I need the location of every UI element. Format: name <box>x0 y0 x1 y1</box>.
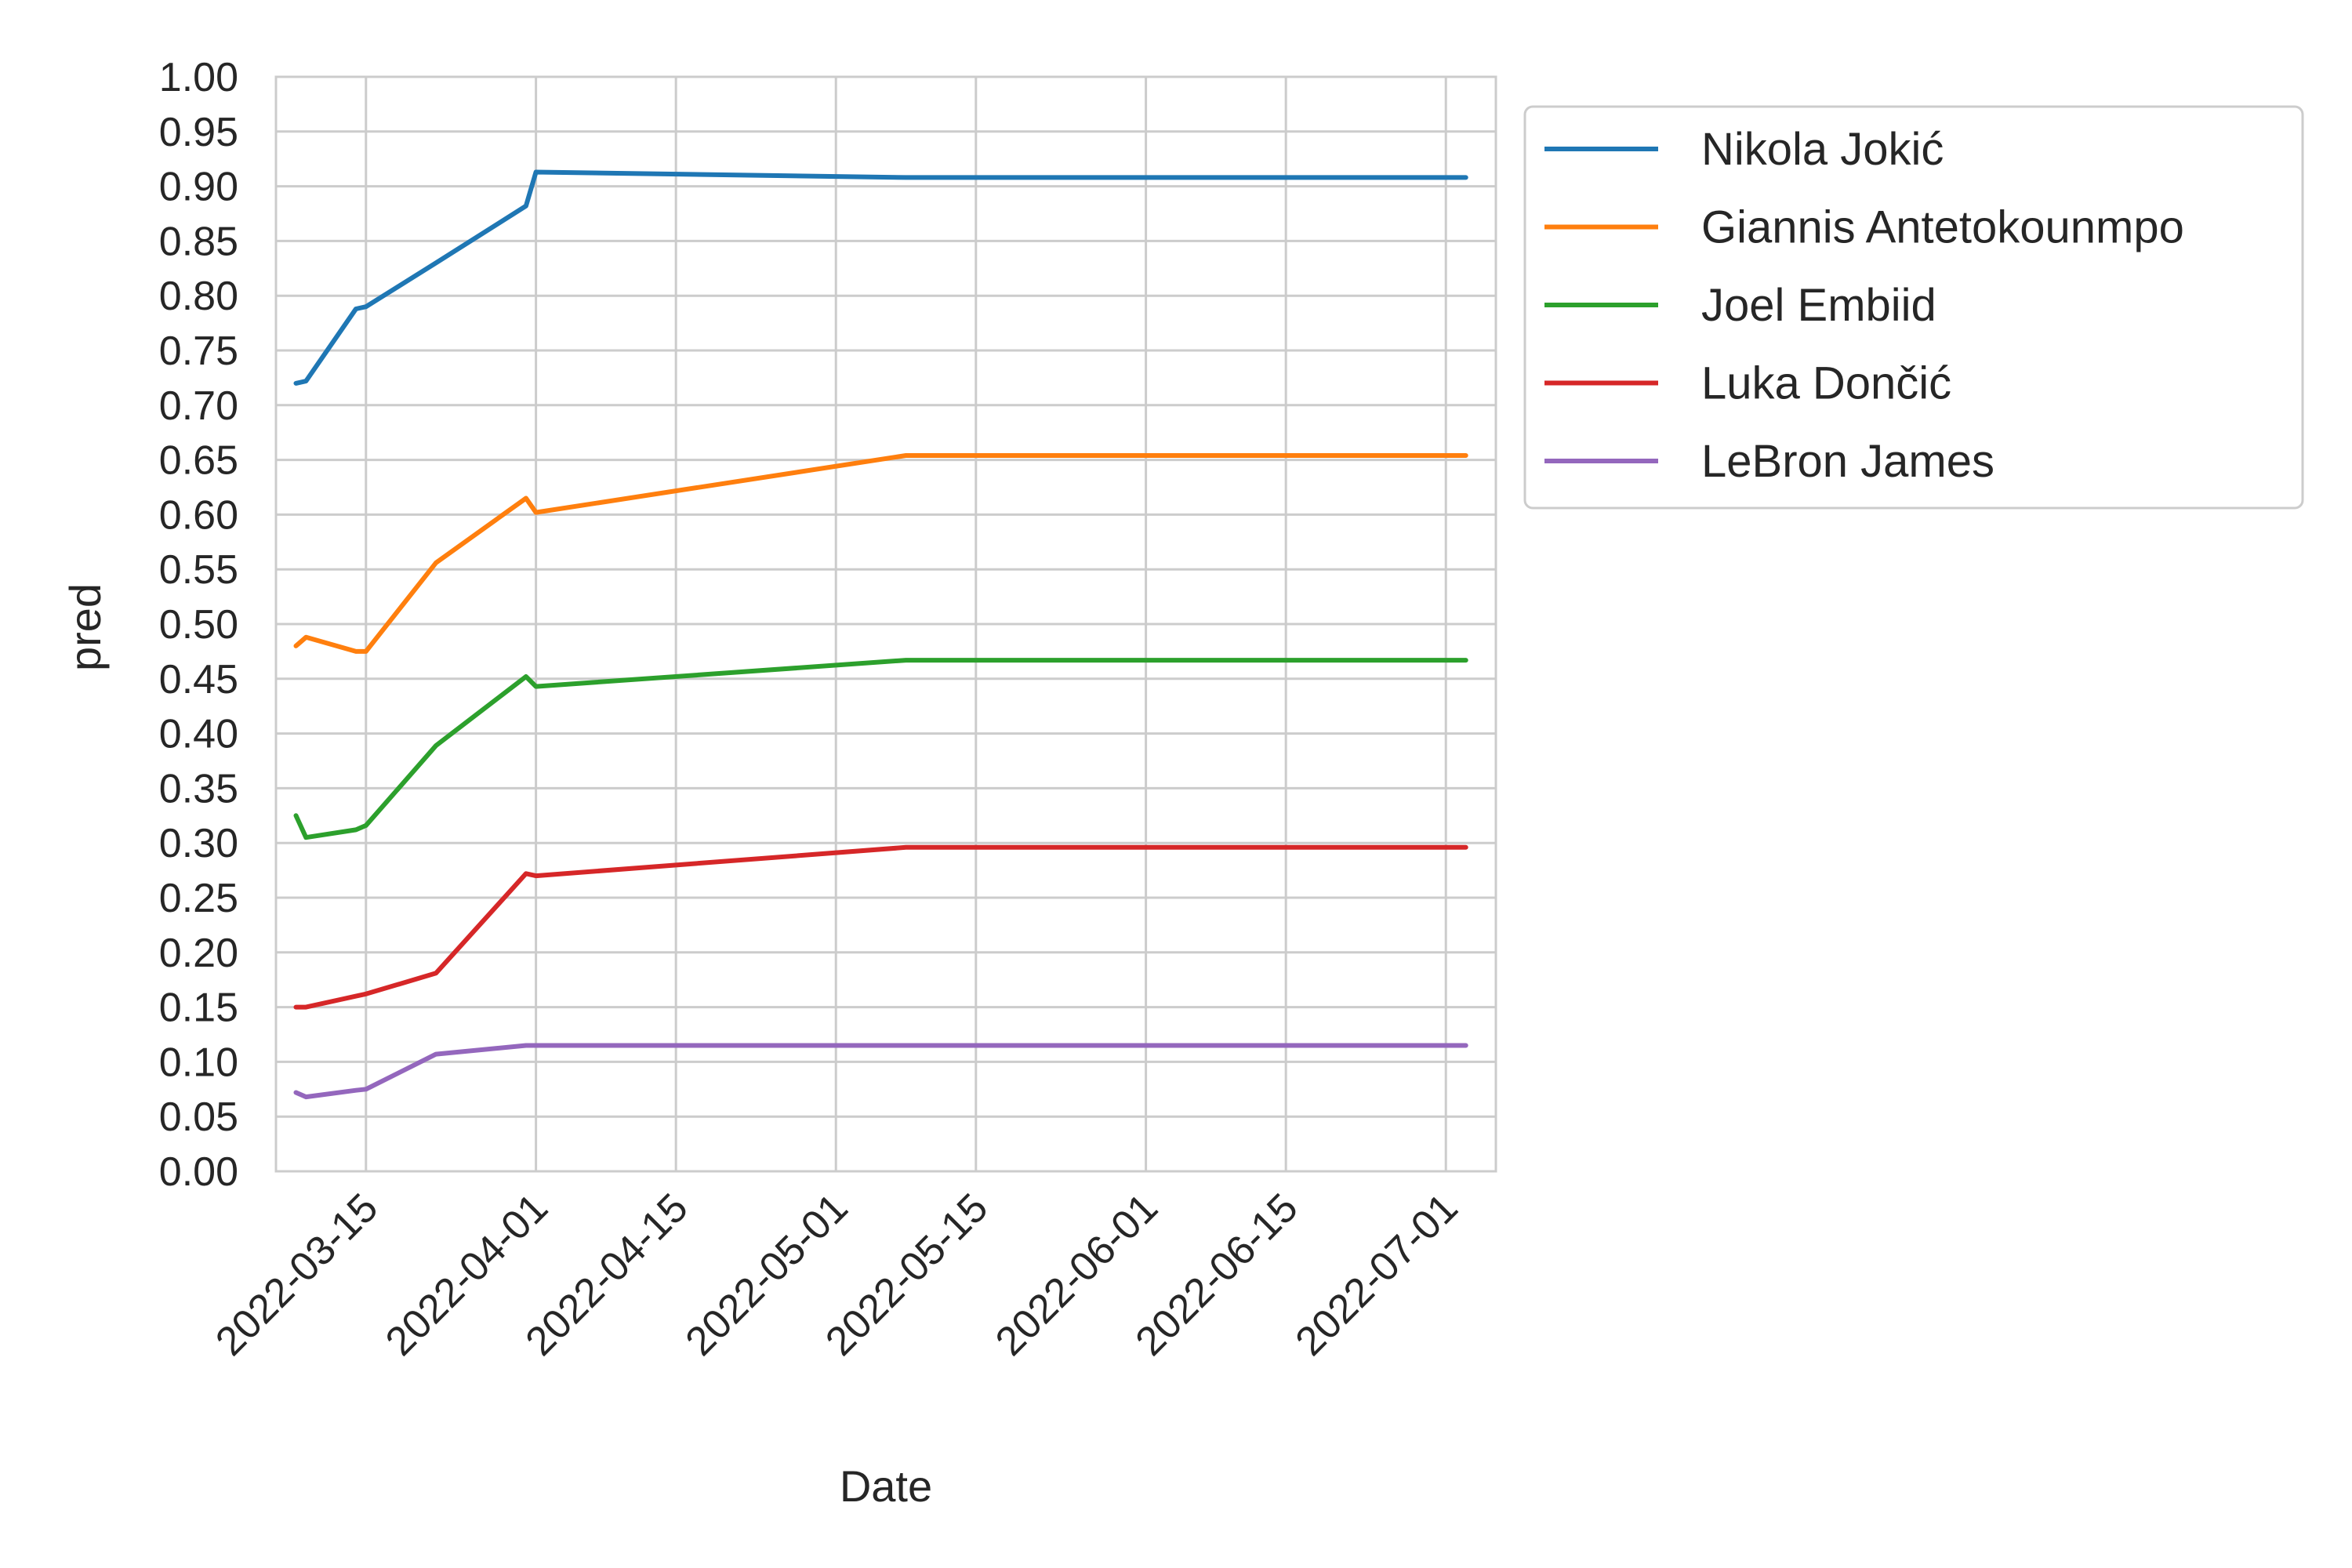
plot-frame <box>274 75 1497 1173</box>
y-tick-label: 0.45 <box>159 657 238 702</box>
y-tick-label: 0.75 <box>159 328 238 374</box>
x-tick-label: 2022-03-15 <box>207 1185 387 1364</box>
y-tick-label: 0.85 <box>159 219 238 264</box>
legend-label: Joel Embiid <box>1701 280 1936 331</box>
series-line <box>293 1043 1468 1100</box>
y-tick-label: 0.95 <box>159 110 238 155</box>
y-axis-label: pred <box>60 583 110 671</box>
y-tick-label: 0.25 <box>159 876 238 921</box>
y-tick-label: 0.00 <box>159 1149 238 1195</box>
x-axis-ticks: 2022-03-152022-04-012022-04-152022-05-01… <box>207 1185 1467 1364</box>
y-tick-label: 0.15 <box>159 985 238 1031</box>
y-tick-label: 0.80 <box>159 274 238 319</box>
series-line <box>293 844 1468 1010</box>
y-tick-label: 0.70 <box>159 383 238 429</box>
legend: Nikola Jokić Giannis Antetokounmpo Joel Em… <box>1523 105 2304 510</box>
y-tick-label: 1.00 <box>159 55 238 100</box>
legend-label: Giannis Antetokounmpo <box>1701 202 2184 253</box>
y-tick-label: 0.30 <box>159 821 238 866</box>
legend-label: Nikola Jokić <box>1701 124 1944 175</box>
legend-label: LeBron James <box>1701 436 1994 487</box>
legend-label: Luka Dončić <box>1701 358 1951 409</box>
legend-box <box>1523 105 2304 510</box>
y-tick-label: 0.55 <box>159 547 238 593</box>
x-axis-label: Date <box>840 1461 932 1511</box>
y-tick-label: 0.65 <box>159 438 238 484</box>
grid <box>276 75 1496 1173</box>
y-tick-label: 0.35 <box>159 766 238 811</box>
y-tick-label: 0.40 <box>159 712 238 757</box>
series-lines <box>293 169 1468 1100</box>
x-tick-label: 2022-07-01 <box>1287 1185 1467 1364</box>
y-axis-ticks: 0.00 0.05 0.10 0.15 0.20 0.25 0.30 0.35 0.40 0.45… <box>159 55 238 1195</box>
y-tick-label: 0.20 <box>159 931 238 976</box>
y-tick-label: 0.90 <box>159 165 238 210</box>
y-tick-label: 0.05 <box>159 1094 238 1140</box>
y-tick-label: 0.50 <box>159 602 238 648</box>
y-tick-label: 0.60 <box>159 492 238 538</box>
y-tick-label: 0.10 <box>159 1040 238 1085</box>
series-line <box>293 658 1468 840</box>
series-line <box>293 169 1468 386</box>
series-line <box>293 453 1468 654</box>
